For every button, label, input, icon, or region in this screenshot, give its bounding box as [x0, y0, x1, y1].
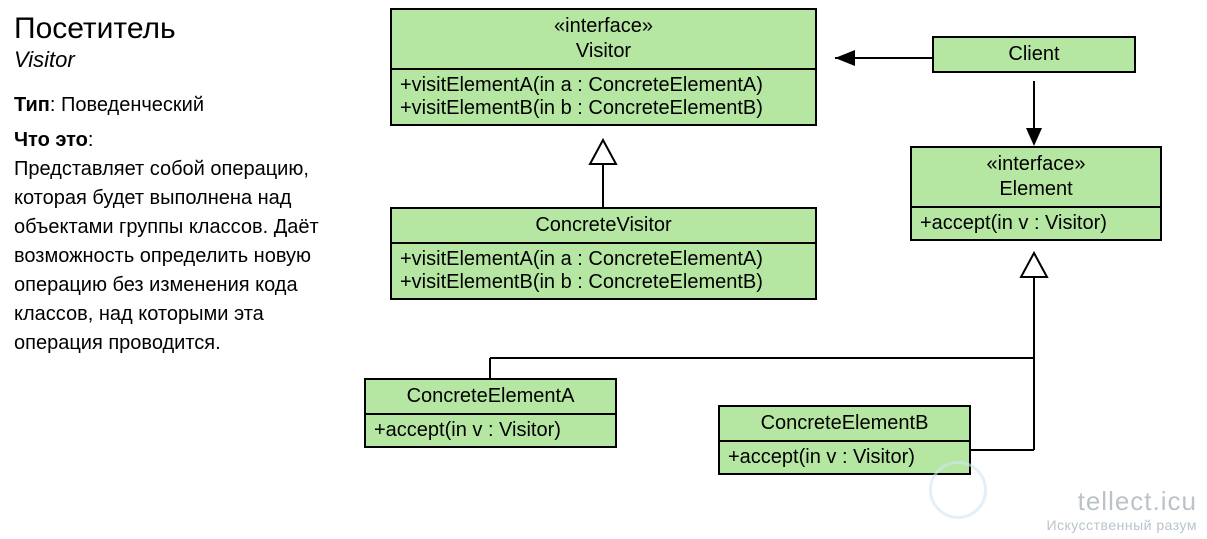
class-name: Client — [1008, 43, 1059, 65]
operation: +accept(in v : Visitor) — [728, 446, 961, 469]
node-concrete-element-a: ConcreteElementA +accept(in v : Visitor) — [364, 378, 617, 448]
class-name: ConcreteElementB — [761, 412, 929, 434]
stereotype: «interface» — [400, 14, 807, 39]
class-name: Element — [999, 178, 1072, 200]
operation: +accept(in v : Visitor) — [920, 212, 1152, 235]
operation: +visitElementB(in b : ConcreteElementB) — [400, 271, 807, 294]
uml-diagram: «interface» Visitor +visitElementA(in a … — [0, 0, 1207, 539]
class-name: ConcreteElementA — [407, 385, 575, 407]
operation: +accept(in v : Visitor) — [374, 419, 607, 442]
operation: +visitElementA(in a : ConcreteElementA) — [400, 74, 807, 97]
operation: +visitElementA(in a : ConcreteElementA) — [400, 248, 807, 271]
stereotype: «interface» — [920, 152, 1152, 177]
node-concrete-element-b: ConcreteElementB +accept(in v : Visitor) — [718, 405, 971, 475]
operation: +visitElementB(in b : ConcreteElementB) — [400, 97, 807, 120]
class-name: ConcreteVisitor — [535, 214, 671, 236]
node-concrete-visitor: ConcreteVisitor +visitElementA(in a : Co… — [390, 207, 817, 300]
node-visitor: «interface» Visitor +visitElementA(in a … — [390, 8, 817, 126]
node-element: «interface» Element +accept(in v : Visit… — [910, 146, 1162, 241]
class-name: Visitor — [576, 40, 631, 62]
node-client: Client — [932, 36, 1136, 73]
